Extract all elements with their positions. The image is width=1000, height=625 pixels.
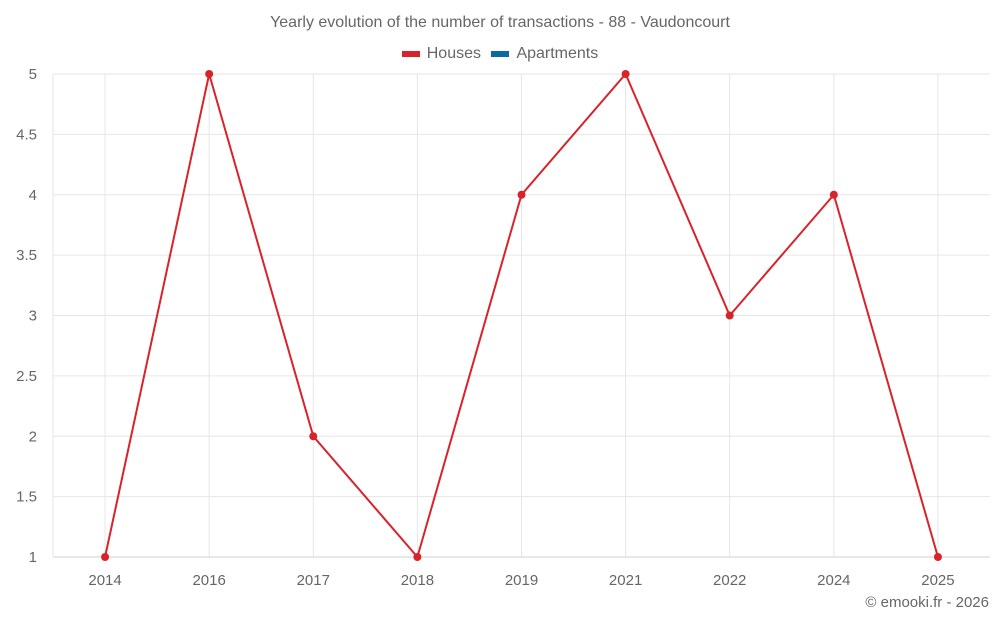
y-tick-label: 4.5 (16, 126, 37, 143)
y-axis: 1 1.5 2 2.5 3 3.5 4 4.5 5 (16, 66, 37, 566)
apartments-swatch-icon (491, 51, 510, 57)
x-tick-label: 2018 (401, 572, 434, 589)
y-tick-label: 3 (29, 308, 37, 325)
x-tick-label: 2024 (817, 572, 850, 589)
data-point[interactable] (205, 70, 214, 78)
x-tick-label: 2014 (88, 572, 121, 589)
credits-link[interactable]: © emooki.fr - 2026 (865, 594, 989, 611)
x-tick-label: 2016 (192, 572, 225, 589)
x-tick-label: 2021 (609, 572, 642, 589)
x-tick-label: 2022 (713, 572, 746, 589)
y-tick-label: 3.5 (16, 247, 37, 264)
data-point[interactable] (309, 432, 318, 441)
data-point[interactable] (101, 553, 110, 561)
x-tick-label: 2019 (505, 572, 538, 589)
chart-title: Yearly evolution of the number of transa… (270, 14, 730, 31)
y-tick-label: 4 (29, 187, 37, 204)
data-point[interactable] (517, 190, 526, 199)
data-point[interactable] (413, 553, 422, 561)
legend-item-houses[interactable]: Houses (401, 45, 481, 63)
data-point[interactable] (829, 190, 838, 199)
series-houses (101, 70, 942, 561)
data-point[interactable] (725, 311, 734, 320)
y-tick-label: 2.5 (16, 368, 37, 385)
x-tick-label: 2017 (297, 572, 330, 589)
data-point[interactable] (621, 70, 630, 78)
chart-legend: Houses Apartments (0, 44, 1000, 63)
data-point[interactable] (933, 553, 942, 561)
y-tick-label: 1.5 (16, 489, 37, 506)
y-tick-label: 1 (29, 549, 37, 566)
x-axis: 2014 2016 2017 2018 2019 2021 2022 2024 2025 (53, 556, 990, 589)
x-tick-label: 2025 (921, 572, 954, 589)
y-tick-label: 2 (29, 428, 37, 445)
y-tick-label: 5 (29, 66, 37, 83)
legend-label-houses: Houses (426, 45, 481, 62)
legend-item-apartments[interactable]: Apartments (491, 45, 598, 63)
houses-swatch-icon (401, 51, 420, 57)
legend-label-apartments: Apartments (516, 45, 599, 62)
